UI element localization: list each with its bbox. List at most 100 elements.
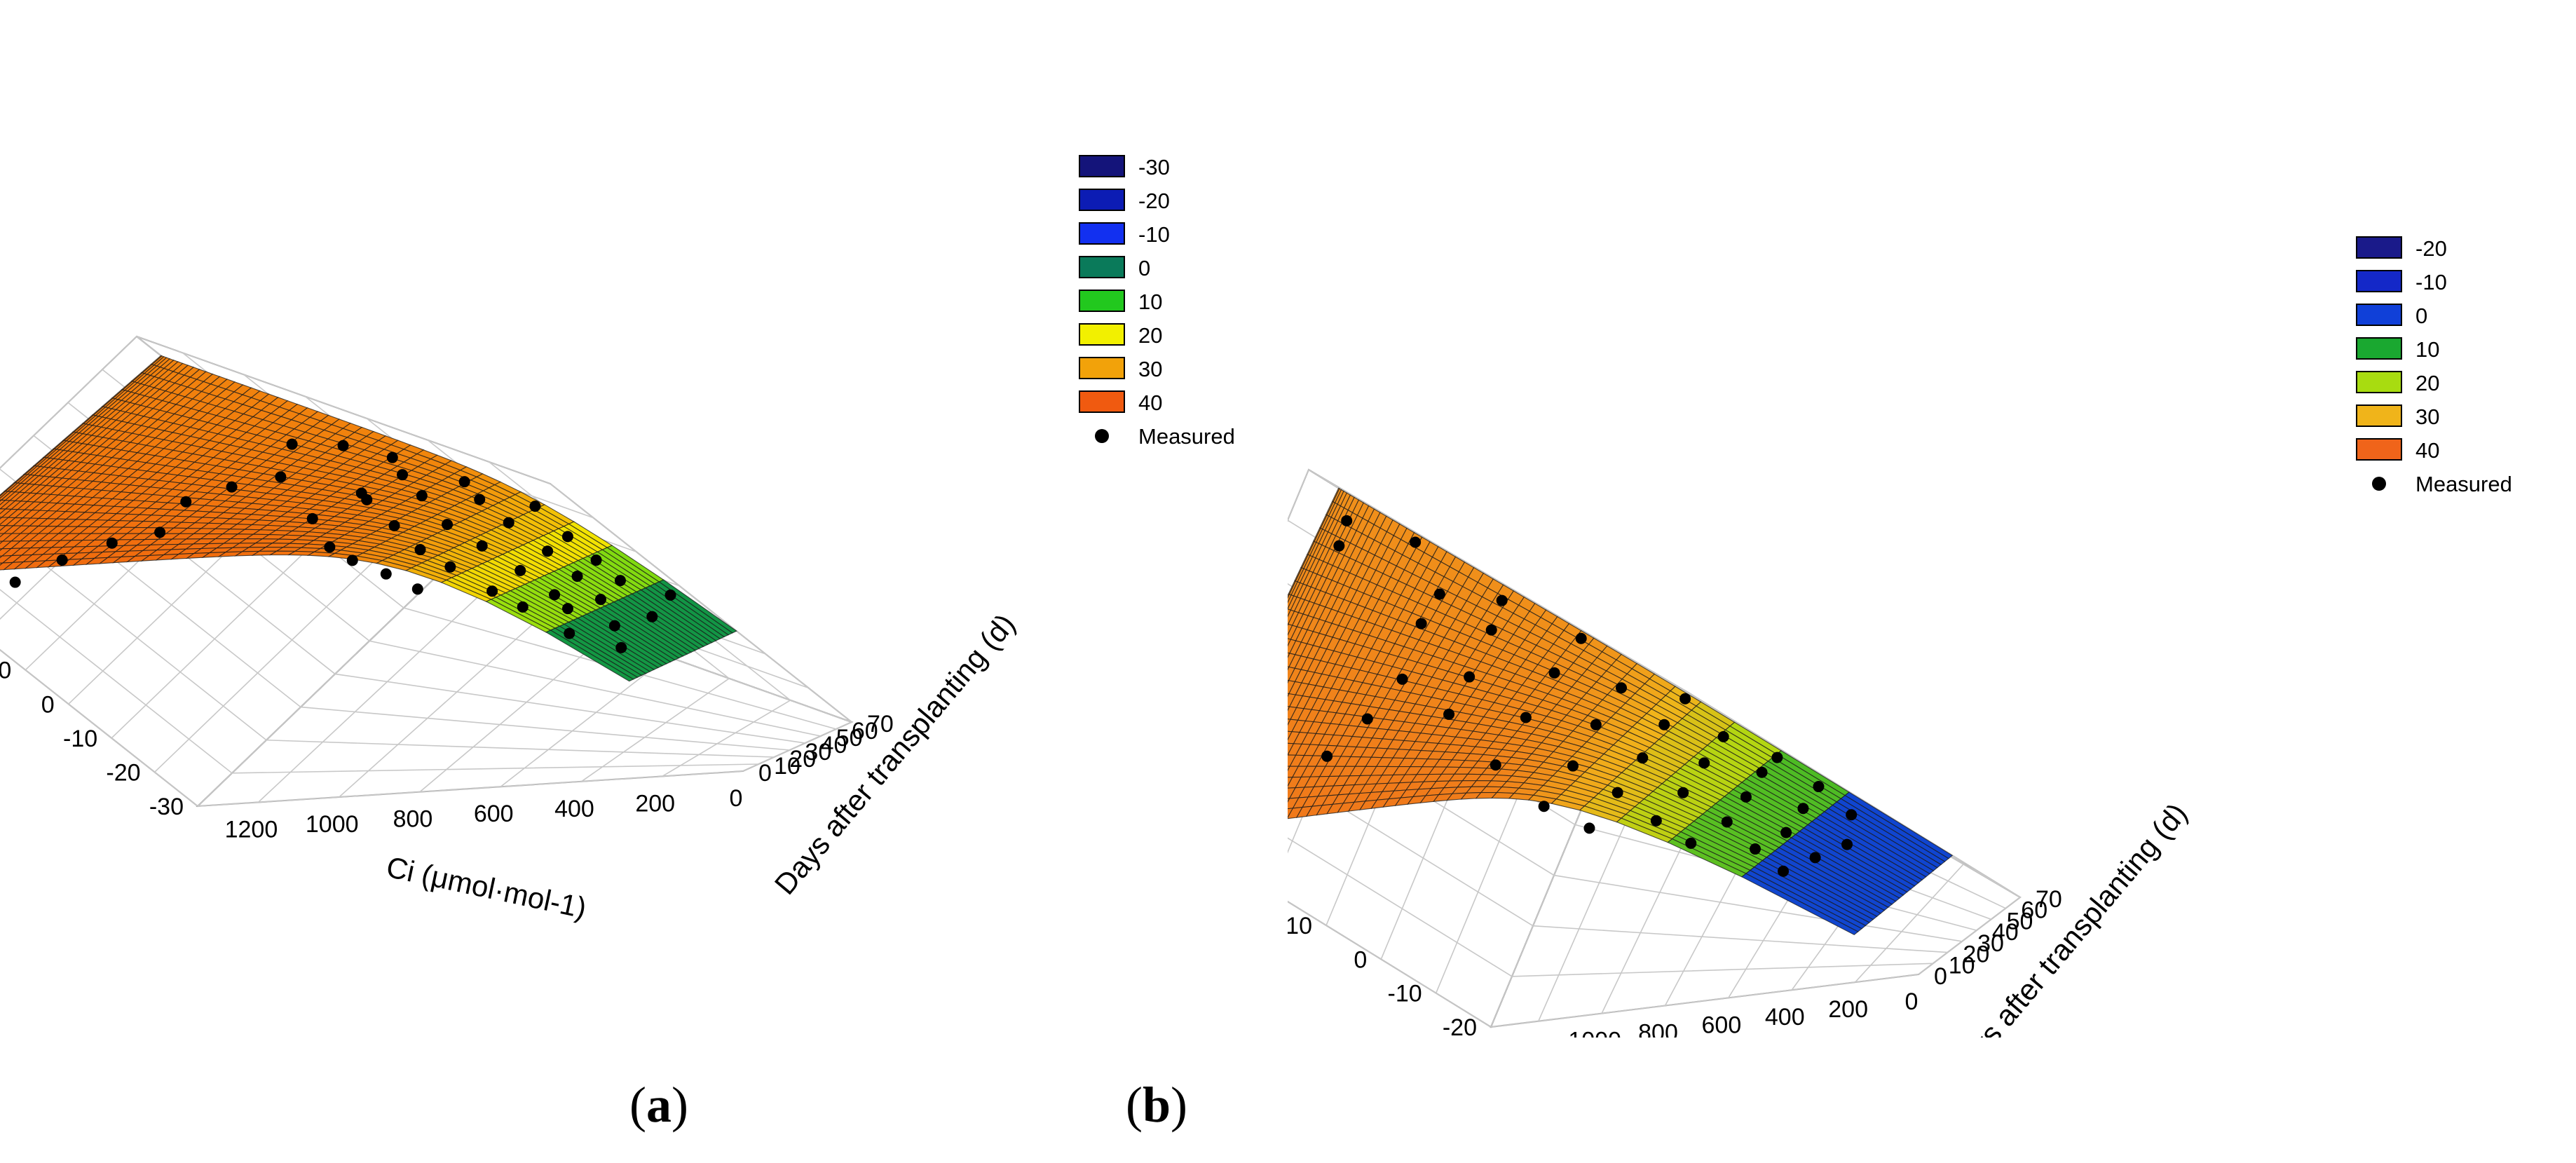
tick-label-days: 20	[1963, 941, 1989, 968]
caption-open-paren: (	[1125, 1077, 1143, 1133]
legend-swatch	[1079, 390, 1125, 413]
measured-point	[1750, 843, 1761, 855]
tick-label-pn: -10	[1388, 981, 1422, 1007]
caption-open-paren: (	[629, 1077, 646, 1133]
measured-point	[458, 476, 470, 488]
measured-point	[154, 526, 166, 538]
tick-labels: -20-100102030400200400600800100012000102…	[1288, 886, 2062, 1038]
tick-label-days: 30	[1977, 930, 2004, 957]
measured-point	[1415, 618, 1427, 630]
measured-point	[444, 561, 456, 573]
measured-point	[476, 540, 488, 552]
measured-points	[9, 438, 676, 653]
legend-marker-measured	[1095, 429, 1109, 443]
measured-point	[1538, 801, 1550, 812]
tick-label-ci: 1000	[1568, 1028, 1621, 1038]
surface-patch	[545, 630, 634, 682]
measured-point	[1361, 713, 1373, 725]
measured-point	[1583, 822, 1595, 834]
measured-point	[1813, 781, 1825, 793]
tick-label-ci: 400	[1765, 1004, 1805, 1031]
legend-label: Measured	[2415, 472, 2512, 496]
chart-panel-a: -30-20-100102030400200400600800100012000…	[0, 155, 1235, 925]
measured-point	[561, 603, 573, 615]
surface-chart-b: -20-100102030400200400600800100012000102…	[1288, 236, 2512, 1038]
measured-point	[180, 496, 192, 508]
measured-point	[615, 641, 627, 653]
legend-label: 20	[2415, 371, 2439, 395]
tick-label-ci: 0	[730, 785, 743, 812]
measured-point	[1464, 671, 1476, 683]
measured-point	[474, 494, 486, 505]
tick-label-pn: -20	[1443, 1014, 1477, 1038]
tick-label-days: 20	[789, 746, 816, 773]
tick-labels: -30-20-100102030400200400600800100012000…	[0, 658, 894, 843]
tick-label-pn: -20	[106, 759, 140, 786]
measured-point	[9, 576, 21, 588]
caption-close-paren: )	[672, 1077, 688, 1133]
measured-point	[1740, 791, 1752, 803]
gridline-pn	[1288, 468, 1691, 695]
measured-point	[56, 554, 68, 566]
measured-point	[1717, 730, 1729, 742]
measured-point	[1490, 759, 1501, 771]
caption-close-paren: )	[1171, 1077, 1187, 1133]
measured-point	[542, 545, 554, 557]
measured-point	[1575, 632, 1587, 644]
surface-patch	[1741, 873, 1859, 936]
tick-label-days: 70	[2036, 886, 2062, 913]
tick-label-ci: 600	[474, 801, 514, 827]
measured-points	[1321, 515, 1858, 877]
measured-point	[442, 519, 454, 531]
measured-point	[503, 517, 514, 529]
tick-label-days: 40	[1992, 919, 2019, 946]
gridline-pn	[0, 336, 551, 484]
tick-label-days: 40	[821, 732, 847, 759]
legend: -30 -20 -10 0 10 20 30 40 Measured	[1079, 155, 1235, 449]
legend-swatch	[1079, 290, 1125, 312]
tick-label-ci: 400	[554, 796, 594, 822]
measured-point	[1841, 838, 1853, 850]
figure-caption-a: (a)	[554, 1076, 764, 1134]
tick-label-pn: -10	[63, 726, 97, 752]
measured-point	[346, 555, 358, 566]
tick-label-ci: 1200	[1505, 1035, 1558, 1038]
measured-point	[1485, 624, 1497, 636]
measured-point	[486, 585, 498, 597]
measured-point	[1567, 760, 1579, 772]
legend-label: -10	[2415, 270, 2447, 294]
caption-letter: b	[1142, 1077, 1171, 1133]
axis-title-days: Days after transplanting (d)	[1940, 797, 2194, 1038]
tick-label-pn: 0	[1354, 946, 1367, 973]
measured-point	[517, 601, 529, 613]
measured-point	[665, 589, 676, 601]
measured-point	[1520, 712, 1532, 723]
legend-swatch	[1079, 323, 1125, 346]
tick-label-ci: 1200	[225, 816, 278, 843]
measured-point	[1771, 751, 1783, 763]
legend-label: -30	[1138, 155, 1170, 179]
legend-swatch	[2356, 304, 2402, 326]
chart-panel-b: -20-100102030400200400600800100012000102…	[1288, 0, 2576, 1163]
measured-point	[564, 627, 575, 639]
measured-point	[1396, 673, 1408, 685]
tick-label-days: 70	[867, 711, 894, 737]
measured-point	[1756, 766, 1768, 778]
legend-swatch	[1079, 357, 1125, 379]
tick-label-days: 10	[774, 753, 800, 780]
measured-point	[1846, 809, 1858, 821]
figure-caption-b: (b)	[1051, 1076, 1262, 1134]
measured-point	[286, 438, 298, 450]
legend-swatch	[1079, 155, 1125, 177]
legend-label: 30	[2415, 404, 2439, 429]
measured-point	[549, 589, 561, 601]
tick-label-days: 60	[2021, 897, 2047, 924]
measured-point	[411, 583, 423, 595]
tick-label-ci: 1000	[306, 811, 359, 838]
measured-point	[1611, 787, 1623, 798]
measured-point	[386, 451, 398, 463]
measured-point	[1778, 865, 1790, 877]
legend-label: 40	[2415, 438, 2439, 463]
legend-swatch	[1079, 189, 1125, 211]
measured-point	[337, 440, 349, 451]
